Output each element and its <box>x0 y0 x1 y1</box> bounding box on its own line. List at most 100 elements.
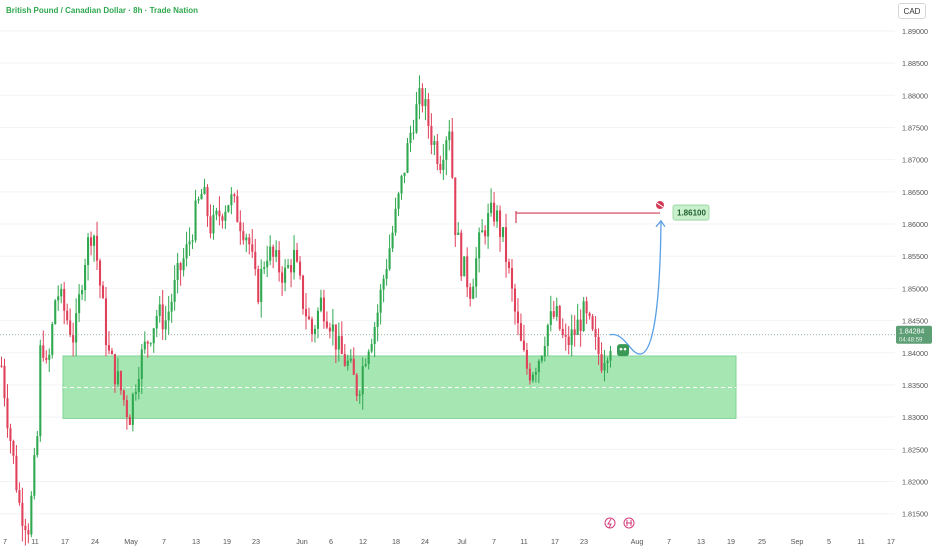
candle-body <box>203 187 206 195</box>
candle-body <box>293 250 296 273</box>
last-price-countdown: 04:48:59 <box>899 338 923 344</box>
candle-body <box>104 298 108 346</box>
x-tick-label: May <box>124 537 138 546</box>
y-tick-label: 1.84000 <box>902 349 928 358</box>
candle-body <box>331 324 334 332</box>
candle-body <box>78 294 81 314</box>
y-tick-label: 1.87500 <box>902 123 928 132</box>
candle-body <box>218 210 221 217</box>
candle-body <box>418 88 421 105</box>
candle-body <box>251 244 254 252</box>
y-tick-label: 1.88500 <box>902 59 928 68</box>
candle-body <box>588 313 591 317</box>
candle-body <box>110 350 113 355</box>
candle-body <box>409 132 412 144</box>
x-tick-label: 23 <box>580 537 588 546</box>
currency-button[interactable]: CAD <box>898 3 926 19</box>
y-tick-label: 1.83500 <box>902 381 928 390</box>
x-tick-label: 12 <box>359 537 367 546</box>
candle-body <box>537 360 540 373</box>
candle-body <box>24 525 27 531</box>
candle-body <box>310 319 314 335</box>
candle-body <box>152 328 155 344</box>
lightning-icon <box>604 517 616 529</box>
candle-body <box>284 267 287 283</box>
candle-body <box>510 267 514 289</box>
y-tick-label: 1.85000 <box>902 284 928 293</box>
candle-body <box>319 297 322 311</box>
candle-body <box>358 394 361 396</box>
candle-body <box>209 216 212 234</box>
candle-body <box>298 261 302 276</box>
candle-body <box>239 222 242 232</box>
candle-body <box>60 288 63 297</box>
y-tick-label: 1.84500 <box>902 317 928 326</box>
candle-body <box>316 310 319 329</box>
candle-body <box>304 308 308 317</box>
candle-body <box>98 260 102 286</box>
candle-body <box>27 530 30 535</box>
y-tick-label: 1.82500 <box>902 445 928 454</box>
candle-body <box>122 390 125 401</box>
candle-body <box>531 374 534 381</box>
candle-body <box>63 288 66 311</box>
last-price-label-bg <box>896 325 932 344</box>
candle-body <box>36 436 39 456</box>
candle-body <box>51 324 54 355</box>
candle-body <box>113 354 116 385</box>
y-tick-label: 1.85500 <box>902 252 928 261</box>
candle-body <box>373 326 376 345</box>
candle-body <box>179 263 182 271</box>
y-tick-label: 1.83000 <box>902 413 928 422</box>
candle-body <box>155 316 158 329</box>
candle-body <box>45 357 48 360</box>
candle-body <box>412 132 415 134</box>
candle-body <box>421 88 424 107</box>
candle-body <box>197 199 200 201</box>
y-tick-label: 1.81500 <box>902 510 928 519</box>
y-tick-label: 1.88000 <box>902 91 928 100</box>
candle-body <box>161 304 164 330</box>
candle-body <box>116 371 119 385</box>
candle-body <box>454 177 457 235</box>
y-tick-label: 1.86000 <box>902 220 928 229</box>
candle-body <box>107 345 111 351</box>
candle-body <box>367 351 370 365</box>
candle-body <box>75 313 78 343</box>
y-tick-label: 1.86500 <box>902 188 928 197</box>
candle-body <box>549 311 552 325</box>
x-tick-label: 13 <box>697 537 705 546</box>
candle-body <box>391 232 394 249</box>
candle-body <box>125 400 128 417</box>
x-tick-label: Aug <box>631 537 644 546</box>
candle-body <box>182 258 185 271</box>
candle-body <box>143 341 146 350</box>
x-tick-label: 7 <box>162 537 166 546</box>
x-axis: 7 11 17 24 May 7 13 19 23 Jun 6 12 18 24 Jul 7 11 17 23 Aug… <box>3 517 895 546</box>
candle-body <box>236 196 239 223</box>
candle-body <box>534 372 537 375</box>
candle-body <box>543 346 546 357</box>
candle-body <box>215 210 218 215</box>
x-tick-label: 7 <box>492 537 496 546</box>
x-tick-label: 17 <box>887 537 895 546</box>
candle-body <box>573 329 576 335</box>
candle-body <box>257 269 260 303</box>
candle-body <box>233 194 236 197</box>
candle-body <box>582 301 585 332</box>
overlays: 1.86100 <box>0 201 895 357</box>
candle-body <box>90 237 93 246</box>
candle-body <box>415 104 418 133</box>
candle-body <box>191 240 194 242</box>
candle-body <box>370 344 373 352</box>
candle-body <box>385 269 388 279</box>
candle-body <box>221 216 224 221</box>
chart-title: British Pound / Canadian Dollar · 8h · T… <box>6 6 199 15</box>
x-tick-label: Jun <box>296 537 308 546</box>
ghost-icon-eye <box>623 347 627 351</box>
candle-body <box>140 349 143 380</box>
candle-body <box>92 235 96 246</box>
candle-body <box>439 164 442 170</box>
candle-body <box>325 321 328 328</box>
candle-body <box>185 244 188 259</box>
